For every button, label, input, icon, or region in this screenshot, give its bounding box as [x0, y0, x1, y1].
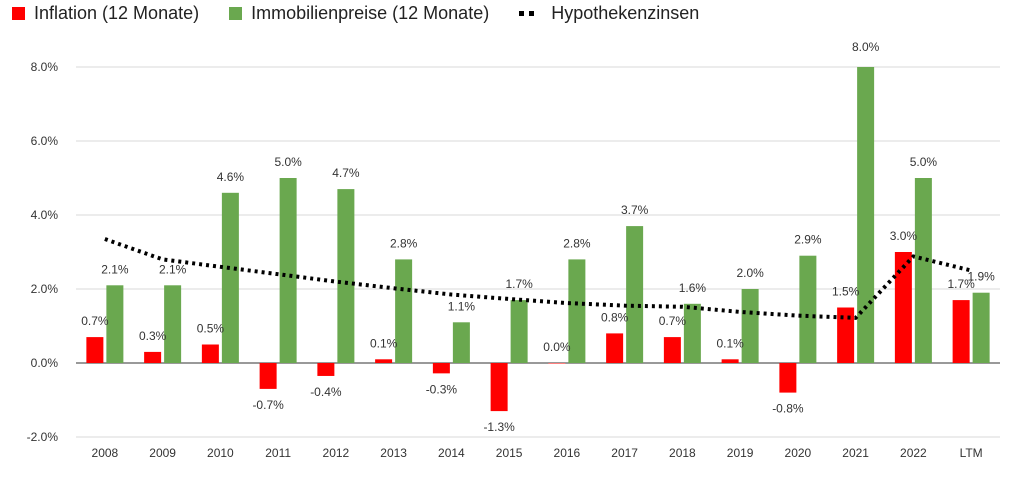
data-label-immobilien: 2.1%: [159, 262, 187, 276]
x-tick-label: 2013: [380, 446, 407, 460]
data-label-immobilien: 1.9%: [967, 270, 995, 284]
data-label-immobilien: 2.0%: [736, 266, 764, 280]
x-tick-label: 2009: [149, 446, 176, 460]
data-label-immobilien: 4.6%: [217, 170, 245, 184]
bar-immobilien: [164, 285, 182, 363]
x-tick-label: 2020: [785, 446, 812, 460]
bar-inflation: [432, 363, 450, 374]
legend-item-immobilien: Immobilienpreise (12 Monate): [229, 3, 489, 24]
x-tick-label: 2012: [323, 446, 350, 460]
data-label-inflation: -0.3%: [426, 382, 458, 396]
data-label-inflation: 0.0%: [543, 340, 571, 354]
bar-immobilien: [337, 189, 355, 363]
x-tick-label: 2008: [92, 446, 119, 460]
x-tick-label: 2018: [669, 446, 696, 460]
bar-inflation: [663, 337, 681, 363]
x-tick-label: 2021: [842, 446, 869, 460]
legend: Inflation (12 Monate) Immobilienpreise (…: [12, 2, 729, 24]
legend-swatch-immobilien: [229, 6, 243, 20]
bar-immobilien: [452, 322, 470, 363]
bar-inflation: [952, 300, 970, 363]
x-tick-label: 2010: [207, 446, 234, 460]
x-tick-label: 2015: [496, 446, 523, 460]
data-label-inflation: -0.8%: [772, 402, 804, 416]
data-label-inflation: 0.1%: [370, 336, 398, 350]
bar-inflation: [375, 359, 393, 363]
bar-inflation: [837, 307, 855, 363]
bar-inflation: [894, 252, 912, 363]
data-label-immobilien: 5.0%: [910, 155, 938, 169]
bar-immobilien: [510, 300, 528, 363]
x-tick-label: LTM: [960, 446, 983, 460]
bar-immobilien: [626, 226, 644, 363]
data-label-inflation: -0.7%: [252, 398, 284, 412]
y-tick-label: 6.0%: [31, 134, 59, 148]
data-label-inflation: -0.4%: [310, 385, 342, 399]
legend-label-inflation: Inflation (12 Monate): [34, 2, 200, 23]
bar-inflation: [259, 363, 277, 389]
data-label-inflation: -1.3%: [483, 420, 515, 434]
data-label-inflation: 1.5%: [832, 285, 860, 299]
bar-inflation: [779, 363, 797, 393]
legend-label-immobilien: Immobilienpreise (12 Monate): [251, 2, 490, 23]
x-tick-label: 2022: [900, 446, 927, 460]
bar-immobilien: [279, 178, 297, 363]
bar-inflation: [606, 333, 624, 363]
y-tick-label: 0.0%: [31, 356, 59, 370]
data-label-inflation: 0.7%: [81, 314, 109, 328]
data-label-immobilien: 4.7%: [332, 166, 360, 180]
bar-inflation: [548, 363, 566, 364]
bar-immobilien: [741, 289, 759, 363]
bar-immobilien: [568, 259, 586, 363]
y-tick-label: 8.0%: [31, 60, 59, 74]
data-label-inflation: 3.0%: [890, 229, 918, 243]
data-label-immobilien: 2.9%: [794, 233, 822, 247]
data-label-immobilien: 3.7%: [621, 203, 649, 217]
bar-immobilien: [683, 303, 701, 363]
bar-inflation: [490, 363, 508, 412]
bar-immobilien: [972, 292, 990, 363]
data-label-inflation: 0.8%: [601, 310, 629, 324]
data-label-immobilien: 1.7%: [505, 277, 533, 291]
data-label-inflation: 0.5%: [197, 322, 225, 336]
x-tick-label: 2017: [611, 446, 638, 460]
data-label-immobilien: 8.0%: [852, 40, 880, 54]
y-tick-label: 4.0%: [31, 208, 59, 222]
y-tick-label: 2.0%: [31, 282, 59, 296]
y-tick-label: -2.0%: [27, 430, 59, 444]
data-label-immobilien: 2.8%: [390, 236, 418, 250]
data-label-inflation: 0.3%: [139, 329, 167, 343]
data-label-inflation: 0.1%: [716, 336, 744, 350]
data-label-immobilien: 2.8%: [563, 236, 591, 250]
bar-immobilien: [914, 178, 932, 363]
x-tick-label: 2011: [265, 446, 291, 460]
bar-inflation: [86, 337, 104, 363]
bar-immobilien: [221, 192, 239, 363]
x-tick-label: 2016: [554, 446, 581, 460]
x-tick-label: 2019: [727, 446, 754, 460]
bar-inflation: [201, 344, 219, 363]
bar-inflation: [144, 351, 162, 363]
legend-label-hypothek: Hypothekenzinsen: [551, 2, 700, 23]
bar-immobilien: [106, 285, 124, 363]
data-label-immobilien: 1.6%: [679, 281, 707, 295]
data-label-inflation: 0.7%: [659, 314, 687, 328]
data-label-immobilien: 1.1%: [448, 299, 476, 313]
bar-immobilien: [799, 255, 817, 363]
data-label-inflation: 1.7%: [947, 277, 975, 291]
bar-inflation: [317, 363, 335, 376]
x-tick-label: 2014: [438, 446, 465, 460]
data-label-immobilien: 2.1%: [101, 262, 129, 276]
bar-immobilien: [857, 67, 875, 363]
bar-inflation: [721, 359, 739, 363]
legend-swatch-inflation: [12, 6, 25, 20]
line-hypothekenzinsen: [104, 237, 972, 320]
data-label-immobilien: 5.0%: [274, 155, 302, 169]
legend-item-hypothek: Hypothekenzinsen: [519, 3, 699, 24]
legend-swatch-hypothek: [519, 10, 539, 16]
bar-immobilien: [395, 259, 413, 363]
legend-item-inflation: Inflation (12 Monate): [12, 3, 199, 24]
